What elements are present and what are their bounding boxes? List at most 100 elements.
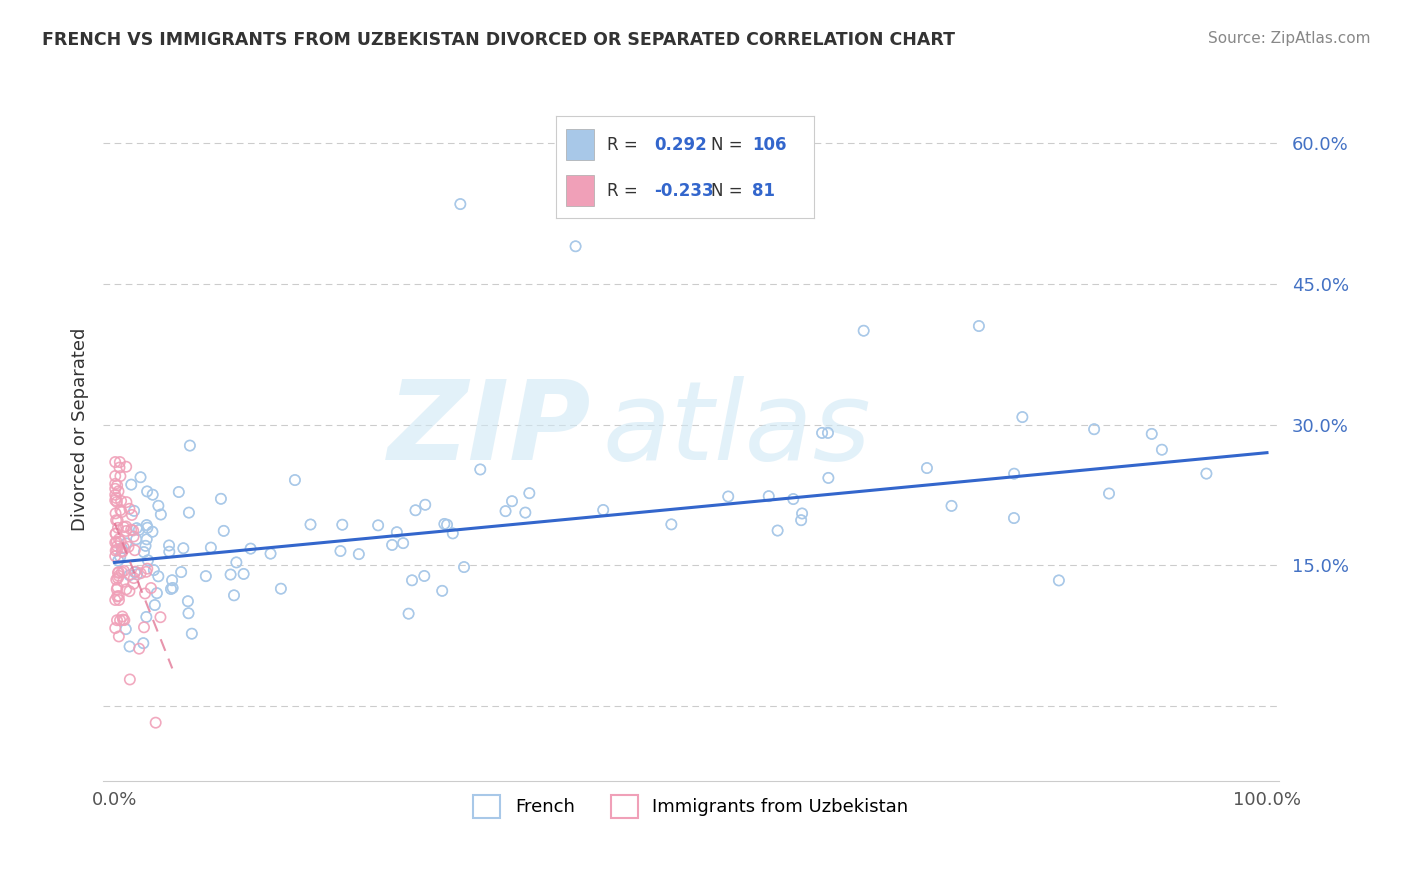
Point (142, 488, 165, 502)
Point (817, 425, 839, 440)
Point (852, 324, 875, 338)
Point (135, 518, 157, 533)
Point (142, 563, 165, 577)
Point (405, 503, 427, 517)
Point (136, 562, 159, 576)
Point (1011, 410, 1033, 425)
Point (132, 545, 155, 559)
Text: ZIP: ZIP (388, 376, 591, 483)
Point (1083, 422, 1105, 436)
Point (284, 473, 307, 487)
Point (259, 547, 281, 561)
Point (1140, 426, 1163, 441)
Point (107, 565, 129, 579)
Point (790, 507, 813, 521)
Point (1083, 422, 1105, 436)
Point (432, 583, 454, 598)
Point (157, 539, 180, 553)
Point (782, 491, 804, 506)
Point (177, 607, 200, 621)
Legend: French, Immigrants from Uzbekistan: French, Immigrants from Uzbekistan (465, 789, 915, 825)
Point (209, 491, 232, 506)
Point (1002, 467, 1025, 481)
Point (141, 524, 163, 539)
Point (135, 518, 157, 533)
Point (347, 547, 370, 561)
Point (517, 486, 540, 500)
Point (517, 486, 540, 500)
Point (112, 541, 135, 555)
Point (453, 560, 475, 574)
Point (790, 513, 813, 527)
Point (111, 613, 134, 627)
Point (225, 556, 247, 570)
Point (381, 538, 404, 552)
Point (142, 488, 165, 502)
Point (143, 598, 166, 612)
Point (1047, 574, 1070, 588)
Point (111, 545, 134, 559)
Point (222, 588, 245, 602)
Point (330, 517, 353, 532)
Point (108, 630, 131, 644)
Point (145, 715, 167, 730)
Point (194, 569, 217, 583)
Point (433, 516, 456, 531)
Point (105, 573, 128, 587)
Point (118, 584, 141, 599)
Point (108, 613, 131, 627)
Point (162, 581, 184, 595)
Point (1002, 511, 1025, 525)
Point (717, 490, 740, 504)
Point (132, 620, 155, 634)
Point (219, 567, 242, 582)
Point (329, 544, 352, 558)
Point (122, 529, 145, 543)
Point (758, 489, 780, 503)
Point (104, 507, 127, 521)
Point (135, 539, 157, 553)
Point (1098, 486, 1121, 500)
Point (758, 489, 780, 503)
Point (405, 503, 427, 517)
Point (125, 533, 148, 547)
Point (105, 613, 128, 627)
Point (209, 491, 232, 506)
Point (128, 523, 150, 537)
Point (180, 626, 202, 640)
Point (329, 544, 352, 558)
Point (148, 499, 170, 513)
Point (107, 554, 129, 568)
Point (124, 565, 146, 579)
Point (1195, 467, 1218, 481)
Point (1150, 442, 1173, 457)
Point (347, 547, 370, 561)
Point (120, 477, 142, 491)
Point (117, 540, 139, 554)
Point (107, 521, 129, 535)
Point (111, 565, 134, 579)
Point (114, 622, 136, 636)
Point (111, 544, 134, 558)
Point (135, 533, 157, 547)
Point (105, 478, 128, 492)
Point (110, 469, 132, 483)
Point (105, 539, 128, 553)
Point (941, 499, 963, 513)
Point (225, 556, 247, 570)
Point (132, 636, 155, 650)
Point (107, 514, 129, 528)
Point (104, 526, 127, 541)
Point (177, 607, 200, 621)
Point (134, 586, 156, 600)
Point (592, 503, 614, 517)
Point (132, 636, 155, 650)
Point (413, 498, 436, 512)
Point (108, 460, 131, 475)
Point (104, 543, 127, 558)
Point (179, 439, 201, 453)
Point (112, 520, 135, 534)
Point (141, 524, 163, 539)
Point (104, 482, 127, 496)
Point (470, 462, 492, 476)
